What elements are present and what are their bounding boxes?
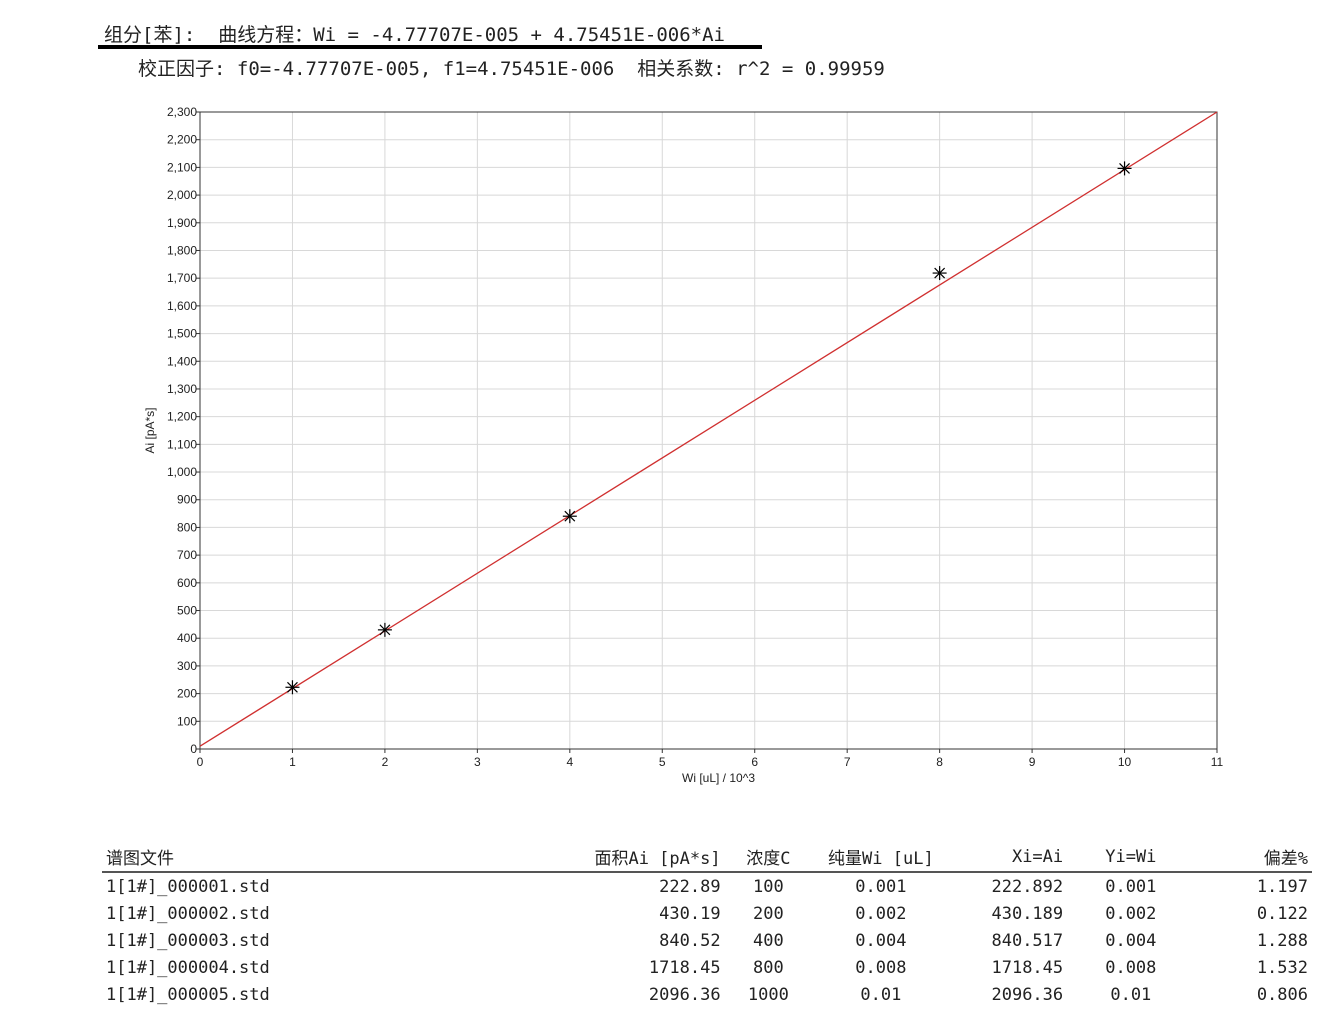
- x-tick-label: 9: [1029, 755, 1036, 769]
- table-cell: 0.001: [855, 876, 907, 897]
- y-tick-label: 1,400: [167, 354, 197, 368]
- table-cell: 0.002: [855, 903, 907, 924]
- table-cell: 222.892: [991, 876, 1064, 897]
- table-cell: 0.122: [1256, 903, 1308, 924]
- data-point: [562, 509, 577, 524]
- table-cell: 200: [753, 903, 784, 924]
- x-axis-label: Wi [uL] / 10^3: [682, 771, 755, 785]
- table-cell: 0.01: [1110, 984, 1152, 1005]
- table-cell: 1[1#]_000002.std: [106, 903, 270, 924]
- table-cell: 0.806: [1256, 984, 1308, 1005]
- table-cell: 840.52: [659, 930, 721, 951]
- table-row: 1[1#]_000003.std 840.52 400 0.004 840.517 0.0…: [102, 927, 1312, 954]
- table-cell: 1.197: [1256, 876, 1308, 897]
- y-tick-label: 1,200: [167, 410, 197, 424]
- fit-line: [199, 111, 1218, 747]
- y-tick-label: 0: [190, 742, 197, 756]
- y-tick-label: 2,200: [167, 133, 197, 147]
- table-cell: 1000: [747, 984, 789, 1005]
- y-tick-label: 2,000: [167, 188, 197, 202]
- y-tick-label: 800: [177, 520, 197, 534]
- y-tick-label: 2,300: [167, 105, 197, 119]
- table-cell: 0.008: [855, 957, 907, 978]
- y-tick-label: 1,800: [167, 243, 197, 257]
- y-tick-label: 1,000: [167, 465, 197, 479]
- table-cell: 1.288: [1256, 930, 1308, 951]
- y-tick-label: 1,300: [167, 382, 197, 396]
- y-tick-label: 1,700: [167, 271, 197, 285]
- table-cell: 800: [753, 957, 784, 978]
- y-tick-label: 2,100: [167, 160, 197, 174]
- table-cell: 840.517: [991, 930, 1064, 951]
- table-row: 1[1#]_000002.std 430.19 200 0.002 430.189 0.0…: [102, 900, 1312, 927]
- x-tick-label: 8: [936, 755, 943, 769]
- table-cell: 1[1#]_000003.std: [106, 930, 270, 951]
- y-tick-label: 400: [177, 631, 197, 645]
- calibration-chart: 0 1 2 3 4 5 6 7 8 9 10 11 0 100 200 300 400 500 600 700 800 9…: [143, 105, 1224, 785]
- column-header: 偏差%: [1194, 842, 1312, 873]
- column-header: Yi=Wi: [1067, 842, 1195, 873]
- x-tick-label: 2: [382, 755, 389, 769]
- calibration-table: 谱图文件 面积Ai [pA*s] 浓度C 纯量Wi [uL] Xi=Ai Yi=Wi 偏差%…: [102, 842, 1312, 1008]
- x-tick-label: 1: [289, 755, 296, 769]
- plot-frame: [199, 111, 1218, 750]
- x-tick-label: 0: [197, 755, 204, 769]
- column-header: Xi=Ai: [949, 842, 1068, 873]
- table-cell: 2096.36: [648, 984, 721, 1005]
- table-cell: 1718.45: [991, 957, 1064, 978]
- y-tick-label: 600: [177, 576, 197, 590]
- y-tick-label: 1,100: [167, 437, 197, 451]
- calibration-factors: 校正因子: f0=-4.77707E-005, f1=4.75451E-006 …: [138, 58, 885, 80]
- x-tick-label: 7: [844, 755, 851, 769]
- table-row: 1[1#]_000005.std 2096.36 1000 0.01 2096.36 0.…: [102, 981, 1312, 1008]
- y-axis-label: Ai [pA*s]: [143, 407, 157, 453]
- table-cell: 1.532: [1256, 957, 1308, 978]
- y-tick-label: 900: [177, 493, 197, 507]
- table-cell: 222.89: [659, 876, 721, 897]
- table-row: 1[1#]_000001.std 222.89 100 0.001 222.892 0.0…: [102, 872, 1312, 900]
- x-tick-label: 11: [1211, 755, 1224, 769]
- column-header: 浓度C: [724, 842, 813, 873]
- x-tick-label: 10: [1118, 755, 1132, 769]
- table-cell: 400: [753, 930, 784, 951]
- data-point: [1117, 161, 1132, 176]
- equation-title: 组分[苯]: 曲线方程：Wi = -4.77707E-005 + 4.75451…: [104, 24, 725, 46]
- y-tick-label: 700: [177, 548, 197, 562]
- table-cell: 0.002: [1105, 903, 1157, 924]
- table-cell: 0.004: [855, 930, 907, 951]
- y-tick-label: 100: [177, 714, 197, 728]
- table-cell: 1[1#]_000005.std: [106, 984, 270, 1005]
- table-cell: 0.004: [1105, 930, 1157, 951]
- table-cell: 430.189: [991, 903, 1064, 924]
- x-tick-label: 4: [566, 755, 573, 769]
- x-tick-label: 5: [659, 755, 666, 769]
- table-row: 1[1#]_000004.std 1718.45 800 0.008 1718.45 0.…: [102, 954, 1312, 981]
- y-tick-label: 1,600: [167, 299, 197, 313]
- y-tick-label: 1,900: [167, 216, 197, 230]
- divider: [98, 45, 762, 49]
- table-cell: 1[1#]_000004.std: [106, 957, 270, 978]
- y-tick-label: 500: [177, 604, 197, 618]
- table-cell: 1718.45: [648, 957, 721, 978]
- x-tick-label: 6: [751, 755, 758, 769]
- table-cell: 0.01: [860, 984, 902, 1005]
- y-tick-label: 200: [177, 687, 197, 701]
- column-header: 谱图文件: [102, 842, 578, 873]
- data-point: [377, 622, 392, 637]
- table-cell: 2096.36: [991, 984, 1064, 1005]
- column-header: 纯量Wi [uL]: [812, 842, 950, 873]
- table-cell: 0.008: [1105, 957, 1157, 978]
- y-tick-label: 1,500: [167, 327, 197, 341]
- table-cell: 100: [753, 876, 784, 897]
- y-tick-label: 300: [177, 659, 197, 673]
- table-cell: 1[1#]_000001.std: [106, 876, 270, 897]
- data-point: [285, 680, 300, 695]
- table-cell: 0.001: [1105, 876, 1157, 897]
- column-header: 面积Ai [pA*s]: [577, 842, 725, 873]
- x-tick-label: 3: [474, 755, 481, 769]
- data-point: [932, 266, 947, 281]
- table-cell: 430.19: [659, 903, 721, 924]
